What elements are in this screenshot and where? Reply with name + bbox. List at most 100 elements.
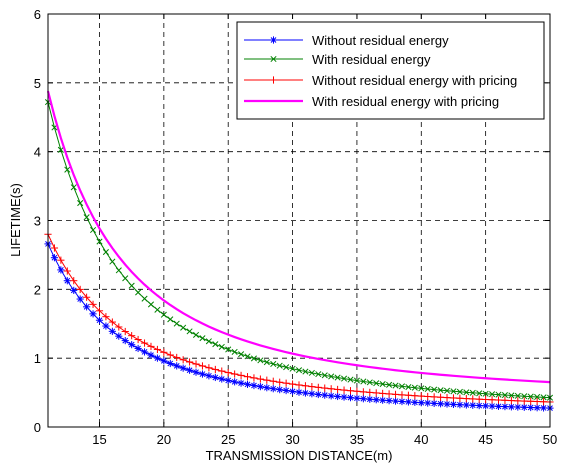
series-0-point xyxy=(185,366,194,374)
series-2-point xyxy=(385,390,393,398)
series-2-point xyxy=(340,386,348,394)
legend-label-0: Without residual energy xyxy=(312,33,449,48)
series-1-point xyxy=(283,364,290,371)
series-1-point xyxy=(70,184,77,191)
series-2-point xyxy=(269,377,277,385)
series-2-point xyxy=(108,318,116,326)
series-2-point xyxy=(179,356,187,364)
series-0-point xyxy=(334,392,342,401)
series-1-point xyxy=(340,375,348,382)
series-1-point xyxy=(154,306,161,313)
series-1-point xyxy=(186,328,193,335)
series-1-point xyxy=(270,360,277,368)
series-2-point xyxy=(185,358,194,366)
series-2-point xyxy=(89,300,97,308)
series-0-point xyxy=(372,396,380,404)
series-0-point xyxy=(398,397,406,406)
series-1-point xyxy=(135,289,142,296)
series-0-point xyxy=(282,386,290,395)
y-tick-label: 0 xyxy=(34,420,41,435)
series-2-point xyxy=(314,383,322,391)
series-1-point xyxy=(334,374,341,381)
series-1-point xyxy=(418,385,425,392)
series-1-point xyxy=(302,368,309,375)
series-0-point xyxy=(391,397,400,405)
series-1-point xyxy=(244,353,251,360)
series-0-point xyxy=(411,398,419,406)
series-2-point xyxy=(295,381,303,389)
series-0-point xyxy=(276,386,284,394)
series-0-point xyxy=(424,399,432,407)
y-tick-label: 3 xyxy=(34,214,41,229)
series-2-point xyxy=(411,392,419,400)
series-0-point xyxy=(404,398,413,406)
series-0-point xyxy=(327,392,335,400)
series-1-point xyxy=(89,226,97,234)
series-1-point xyxy=(128,282,135,289)
series-0-point xyxy=(179,364,187,372)
series-0-point xyxy=(462,401,470,409)
series-2-point xyxy=(327,385,335,393)
y-tick-label: 5 xyxy=(34,76,41,91)
legend-label-3: With residual energy with pricing xyxy=(312,94,499,109)
series-1-point xyxy=(328,373,335,380)
series-1-point xyxy=(77,200,84,207)
series-1-point xyxy=(225,346,232,353)
series-0-point xyxy=(83,303,91,311)
series-1-point xyxy=(180,324,187,331)
series-2-point xyxy=(198,362,207,370)
series-0-point xyxy=(166,359,174,368)
series-2-point xyxy=(469,395,477,403)
series-1-point xyxy=(257,357,264,364)
series-0-point xyxy=(269,385,277,393)
series-0-point xyxy=(237,379,245,387)
series-1-point xyxy=(173,320,180,327)
series-0-point xyxy=(417,399,425,407)
series-0-point xyxy=(50,254,59,262)
x-tick-label: 40 xyxy=(414,432,428,447)
series-2-point xyxy=(308,382,316,391)
series-1-point xyxy=(495,391,502,398)
series-0-point xyxy=(288,387,297,396)
series-1-point xyxy=(456,388,463,395)
series-2-point xyxy=(205,364,213,372)
x-tick-label: 15 xyxy=(92,432,106,447)
series-1-point xyxy=(64,166,71,173)
series-0-point xyxy=(456,401,464,409)
series-1-point xyxy=(534,393,541,401)
series-0-point xyxy=(385,397,393,405)
series-0-point xyxy=(295,388,303,396)
series-2-point xyxy=(256,375,264,383)
series-0-point xyxy=(218,375,226,383)
series-0-point xyxy=(321,391,329,399)
series-2-point xyxy=(128,332,136,340)
series-2-point xyxy=(436,393,445,401)
series-0-point xyxy=(134,344,142,353)
series-2-point xyxy=(57,256,65,264)
series-1-point xyxy=(527,393,534,400)
series-1-point xyxy=(353,377,360,384)
series-1-point xyxy=(147,301,155,308)
series-1-point xyxy=(295,367,303,374)
series-2-point xyxy=(520,397,528,405)
series-0-point xyxy=(469,401,477,409)
series-2-point xyxy=(366,388,374,397)
series-2-point xyxy=(424,392,432,401)
series-0-point xyxy=(263,384,271,392)
series-2-point xyxy=(301,382,310,390)
series-2-point xyxy=(449,394,458,402)
series-2-point xyxy=(282,379,290,387)
series-2-point xyxy=(50,244,59,252)
series-1-point xyxy=(347,376,354,383)
series-2-point xyxy=(288,380,297,388)
series-2-point xyxy=(379,389,387,398)
legend: Without residual energy With residual en… xyxy=(236,21,545,120)
series-0-point xyxy=(340,393,348,401)
series-1-point xyxy=(238,351,245,358)
series-2-point xyxy=(173,353,181,362)
x-tick-label: 25 xyxy=(221,432,235,447)
series-0-point xyxy=(70,286,78,294)
series-0-point xyxy=(514,403,522,411)
